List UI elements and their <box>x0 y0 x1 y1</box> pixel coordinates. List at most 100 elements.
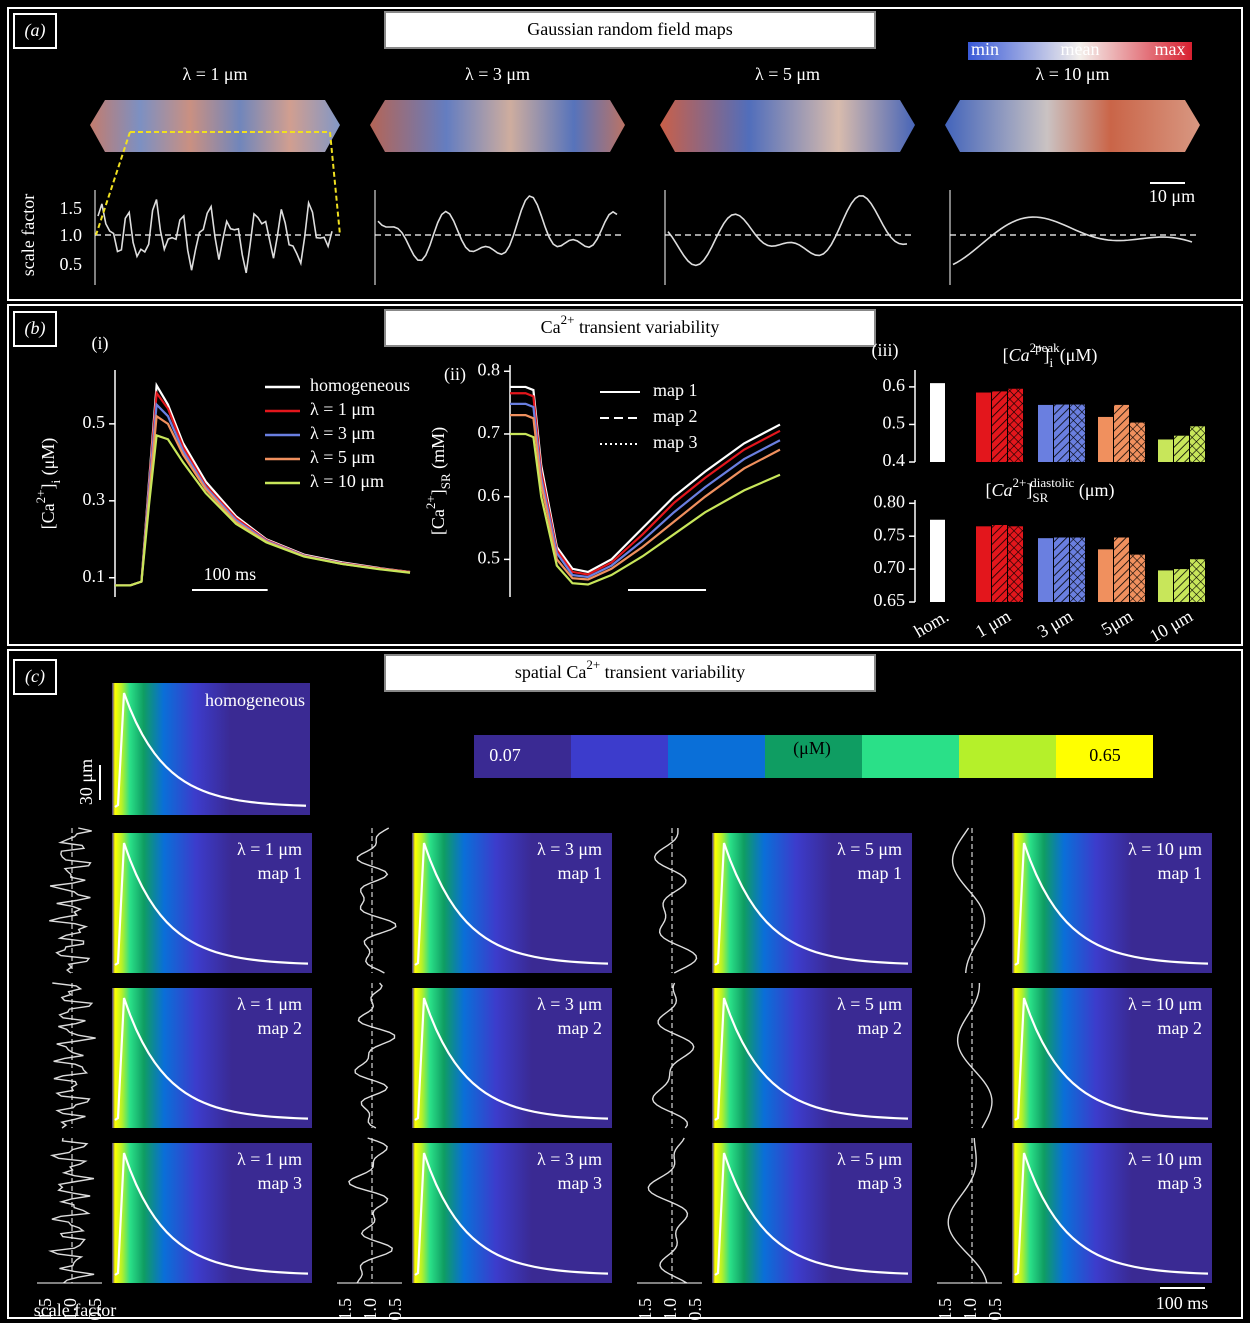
tick-label: 0.5 <box>60 254 83 274</box>
bar-pattern <box>992 525 1007 602</box>
tick-label: 0.5 <box>985 1298 1005 1321</box>
mean-transient <box>714 997 909 1121</box>
panel-label: (b) <box>25 318 46 339</box>
heatmap-label: λ = 1 μm <box>237 1149 302 1169</box>
bar-pattern <box>1054 404 1069 462</box>
y-tick-label: 0.6 <box>478 485 501 505</box>
data-line <box>115 433 411 587</box>
y-tick-label: 0.70 <box>874 557 906 577</box>
colorbar-label: 0.07 <box>489 745 521 765</box>
colorbar-label: min <box>971 39 999 59</box>
data-line <box>510 385 781 574</box>
text-part: [Ca <box>38 503 58 529</box>
bar-pattern <box>1070 537 1085 602</box>
text-part: [Ca <box>428 509 448 535</box>
sub-label: (iii) <box>872 340 899 361</box>
heatmap-label: λ = 3 μm <box>537 839 602 859</box>
data-line <box>510 432 781 586</box>
y-tick-label: 0.5 <box>883 413 906 433</box>
heatmap-label: λ = 10 μm <box>1128 1149 1202 1169</box>
text-part: 2+ <box>33 489 48 503</box>
tick-label: 1.5 <box>935 1298 955 1321</box>
scale-trace <box>97 199 333 274</box>
panel-label-box <box>13 13 57 49</box>
y-tick-label: 0.4 <box>883 450 906 470</box>
heatmap-label: λ = 5 μm <box>837 994 902 1014</box>
chart-title: [Ca2+]SRdiastolic (μm) <box>986 475 1115 505</box>
y-tick-label: 0.65 <box>874 590 906 610</box>
colorbar-label: 0.65 <box>1089 745 1121 765</box>
bar <box>1158 570 1173 602</box>
data-line <box>510 414 781 581</box>
sub-label: (ii) <box>444 364 466 385</box>
y-tick-label: 0.7 <box>478 422 501 442</box>
text-part: peak <box>1035 340 1060 355</box>
mean-transient <box>1014 997 1209 1121</box>
text-part: 2+ <box>1030 340 1044 355</box>
text-part: ] <box>38 483 58 489</box>
legend-label: λ = 1 μm <box>310 399 375 419</box>
tick-label: 1.5 <box>35 1298 55 1321</box>
heatmap-label: map 1 <box>558 863 603 883</box>
bar-pattern <box>1190 426 1205 462</box>
mean-transient <box>114 997 309 1121</box>
projection <box>130 131 341 236</box>
bar-pattern <box>1008 526 1023 602</box>
bar-pattern <box>1130 422 1145 462</box>
heatmap-label: λ = 10 μm <box>1128 839 1202 859</box>
mean-transient <box>1014 842 1209 966</box>
text-part: spatial Ca <box>515 662 586 682</box>
heatmap-label: λ = 10 μm <box>1128 994 1202 1014</box>
heatmap-label: map 2 <box>258 1018 303 1038</box>
panel-border <box>7 304 1243 646</box>
scale-trace <box>956 982 993 1129</box>
heatmap-label: map 2 <box>858 1018 903 1038</box>
tick-label: 1.0 <box>60 225 83 245</box>
scale-trace <box>952 216 1193 266</box>
mean-transient <box>714 1152 909 1276</box>
bar-pattern <box>1054 537 1069 602</box>
text-part: Ca <box>541 317 561 337</box>
scale-bar-label: 100 ms <box>204 564 257 584</box>
tick-label: 1.0 <box>960 1298 980 1321</box>
tick-label: 1.0 <box>360 1298 380 1321</box>
text-part: [ <box>1003 345 1009 365</box>
mean-transient <box>1014 1152 1209 1276</box>
axis-label: scale factor <box>34 1300 116 1320</box>
colorbar-cell <box>862 735 959 778</box>
map-label: λ = 5 μm <box>755 64 820 84</box>
data-line <box>510 392 781 576</box>
heatmap-label: map 3 <box>258 1173 303 1193</box>
text-part: [ <box>986 480 992 500</box>
title-box <box>384 654 876 692</box>
heatmap-label: λ = 1 μm <box>237 994 302 1014</box>
chart-title: [Ca2+]ipeak(μM) <box>1003 340 1098 370</box>
field-map <box>370 100 625 152</box>
tick-label: 1.5 <box>60 198 83 218</box>
colorbar-label: max <box>1155 39 1186 59</box>
bar-pattern <box>1174 569 1189 602</box>
y-tick-label: 0.6 <box>883 375 906 395</box>
y-tick-label: 0.3 <box>83 489 106 509</box>
heatmap-label: map 2 <box>558 1018 603 1038</box>
heatmap-label: map 1 <box>258 863 303 883</box>
field-map <box>90 100 340 152</box>
heatmap-label: λ = 5 μm <box>837 1149 902 1169</box>
tick-label: 1.5 <box>335 1298 355 1321</box>
panel-title: Gaussian random field maps <box>527 19 732 39</box>
colorbar-cell <box>668 735 765 778</box>
title-box <box>384 11 876 49</box>
mean-transient <box>114 842 309 966</box>
text-part: ] <box>1026 480 1032 500</box>
y-tick-label: 0.80 <box>874 491 906 511</box>
text-part: diastolic <box>1030 475 1074 490</box>
bar <box>930 383 945 462</box>
map-label: λ = 3 μm <box>465 64 530 84</box>
bar-pattern <box>992 391 1007 462</box>
text-part: Ca <box>992 480 1013 500</box>
legend-label: λ = 5 μm <box>310 447 375 467</box>
colorbar <box>968 42 1192 60</box>
panel-label-box <box>13 659 57 695</box>
y-axis-label: [Ca2+]i (μM) <box>33 438 63 530</box>
text-part: ] <box>1044 345 1050 365</box>
